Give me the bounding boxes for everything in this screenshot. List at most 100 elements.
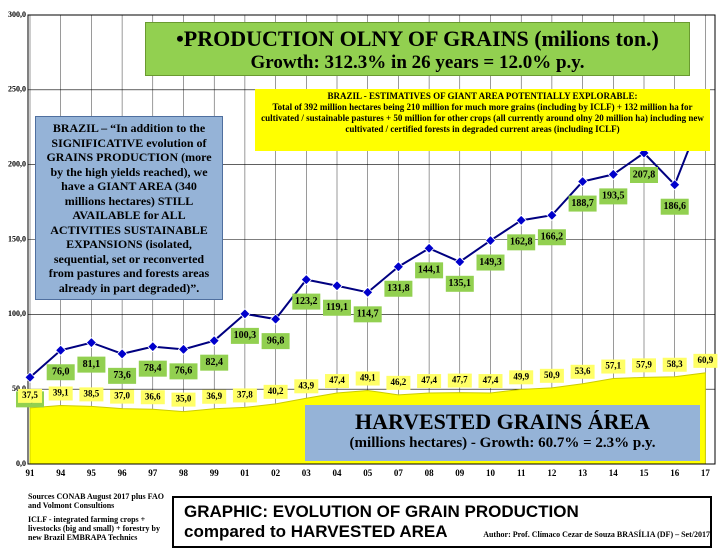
value-label-bg <box>415 262 444 279</box>
value-label-bg <box>355 371 380 386</box>
area-value-label: 60,9 <box>698 355 714 365</box>
x-tick-label: 96 <box>118 468 128 478</box>
value-label-bg <box>539 368 564 383</box>
marker <box>177 343 190 355</box>
value-label: 186,6 <box>663 201 686 212</box>
marker <box>85 337 97 349</box>
area-value-label: 49,9 <box>513 371 529 381</box>
chart-subtitle: Growth: 312.3% in 26 years = 12.0% p.y. <box>250 52 585 73</box>
value-label: 119,1 <box>326 302 348 313</box>
area-value-label: 47,4 <box>329 375 345 385</box>
value-label-bg <box>660 198 689 215</box>
x-tick-label: 16 <box>670 468 680 478</box>
value-label: 96,8 <box>267 335 285 346</box>
value-label-bg <box>200 354 229 371</box>
value-label-bg <box>294 379 319 394</box>
marker <box>24 371 36 383</box>
marker <box>484 234 497 247</box>
value-label-bg <box>77 356 106 373</box>
y-tick-label: 0,0 <box>16 459 26 468</box>
area-value-label: 47,4 <box>421 375 437 385</box>
x-tick-label: 09 <box>455 468 465 478</box>
x-tick-label: 10 <box>486 468 496 478</box>
value-label-bg <box>386 375 411 390</box>
right-box: BRAZIL - ESTIMATIVES OF GIANT AREA POTEN… <box>255 89 710 151</box>
value-label: 123,2 <box>295 296 318 307</box>
value-label-bg <box>292 293 321 310</box>
x-tick-label: 13 <box>578 468 588 478</box>
value-label: 78,4 <box>144 363 162 374</box>
value-label: 149,3 <box>479 257 502 268</box>
area-value-label: 57,1 <box>605 361 621 371</box>
value-label-bg <box>662 357 687 372</box>
area-value-label: 53,6 <box>575 366 591 376</box>
y-tick-label: 50,0 <box>12 384 26 393</box>
marker <box>147 341 159 353</box>
x-tick-label: 04 <box>333 468 343 478</box>
x-tick-label: 01 <box>240 468 250 478</box>
marker <box>239 308 251 320</box>
y-tick-label: 150,0 <box>8 234 26 243</box>
graphic-box: GRAPHIC: EVOLUTION OF GRAIN PRODUCTION c… <box>172 496 712 548</box>
value-label-bg <box>232 388 257 403</box>
y-tick-label: 100,0 <box>8 309 26 318</box>
area-value-label: 36,6 <box>145 391 161 401</box>
marker <box>300 274 312 286</box>
value-label-bg <box>384 280 413 297</box>
x-tick-label: 14 <box>609 468 619 478</box>
value-label-bg <box>599 188 628 205</box>
value-label-bg <box>417 374 442 389</box>
x-tick-label: 12 <box>547 468 557 478</box>
area-value-label: 39,1 <box>53 388 69 398</box>
marker <box>454 256 466 268</box>
y-tick-label: 300,0 <box>8 10 26 19</box>
iclf-note: ICLF - integrated farming crops + livest… <box>28 515 160 542</box>
value-label-bg <box>202 389 227 404</box>
x-tick-label: 07 <box>394 468 404 478</box>
x-tick-label: 98 <box>179 468 189 478</box>
value-label: 131,8 <box>387 283 410 294</box>
value-label: 100,3 <box>234 330 257 341</box>
value-label: 207,8 <box>633 169 656 180</box>
plot-frame <box>27 14 716 465</box>
value-label-bg <box>632 358 656 373</box>
area-value-label: 46,2 <box>391 377 407 387</box>
chart-title: •PRODUCTION OLNY OF GRAINS (milions ton.… <box>176 26 659 51</box>
author: Author: Prof. Clímaco Cezar de Souza BRA… <box>483 530 710 539</box>
x-tick-label: 11 <box>517 468 526 478</box>
area-value-label: 40,2 <box>268 386 284 396</box>
marker <box>546 209 558 221</box>
area-value-label: 47,7 <box>452 375 468 385</box>
value-label-bg <box>263 384 288 399</box>
value-label-bg <box>509 370 534 385</box>
value-label-bg <box>693 353 718 368</box>
value-label: 188,7 <box>571 198 594 209</box>
value-label-bg <box>445 275 474 292</box>
value-label-bg <box>48 386 73 401</box>
value-label-bg <box>18 388 42 403</box>
value-label-bg <box>110 389 135 404</box>
value-label-bg <box>230 327 259 344</box>
x-tick-label: 91 <box>26 468 36 478</box>
value-label-bg <box>261 333 290 350</box>
value-label: 166,2 <box>541 232 564 243</box>
value-label: 81,1 <box>83 359 101 370</box>
marker <box>362 286 374 298</box>
area-value-label: 37,0 <box>114 391 130 401</box>
value-label-bg <box>323 299 351 316</box>
area-value-label: 36,9 <box>206 391 222 401</box>
value-label-bg <box>171 392 196 407</box>
right-box-text: Total of 392 million hectares being 210 … <box>261 102 704 134</box>
y-tick-label: 200,0 <box>8 159 26 168</box>
marker <box>515 214 527 226</box>
marker <box>208 335 220 347</box>
area-value-label: 37,5 <box>22 390 38 400</box>
value-label: 193,5 <box>602 191 625 202</box>
y-tick-label: 250,0 <box>8 85 26 94</box>
value-label-bg <box>138 360 167 377</box>
area-value-label: 57,9 <box>636 359 652 369</box>
marker <box>607 168 619 180</box>
value-label: 144,1 <box>418 265 441 276</box>
sources: Sources CONAB August 2017 plus FAO and V… <box>28 492 164 510</box>
